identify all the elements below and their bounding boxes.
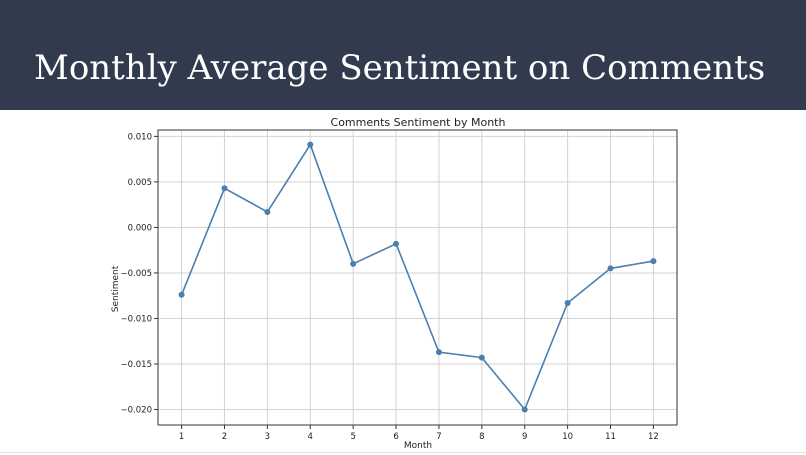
grid-lines bbox=[158, 130, 677, 425]
x-tick-label: 10 bbox=[562, 432, 573, 442]
x-tick-label: 12 bbox=[648, 432, 659, 442]
y-tick-label: 0.005 bbox=[128, 178, 152, 188]
x-tick-label: 3 bbox=[265, 432, 270, 442]
y-axis-label: Sentiment bbox=[111, 265, 121, 312]
data-point bbox=[564, 299, 571, 306]
data-points bbox=[178, 141, 657, 413]
x-tick-label: 7 bbox=[436, 432, 441, 442]
data-point bbox=[478, 354, 485, 361]
x-tick-label: 1 bbox=[179, 432, 184, 442]
series-line bbox=[180, 142, 654, 412]
y-tick-label: −0.015 bbox=[121, 360, 152, 370]
footer-divider bbox=[0, 452, 806, 453]
sentiment-line-chart: Comments Sentiment by Month 0.0100.0050.… bbox=[111, 116, 678, 451]
plot-frame bbox=[157, 129, 678, 426]
x-tick-label: 8 bbox=[479, 432, 484, 442]
x-tick-label: 4 bbox=[308, 432, 313, 442]
data-point bbox=[178, 291, 185, 298]
y-tick-label: 0.000 bbox=[128, 223, 152, 233]
x-tick-label: 6 bbox=[393, 432, 398, 442]
data-point bbox=[221, 185, 228, 192]
x-axis-label: Month bbox=[404, 441, 432, 451]
slide-title: Monthly Average Sentiment on Comments bbox=[34, 48, 766, 88]
y-tick-label: −0.010 bbox=[121, 314, 152, 324]
x-tick-label: 5 bbox=[350, 432, 355, 442]
slide-header: Monthly Average Sentiment on Comments bbox=[0, 0, 806, 110]
data-point bbox=[435, 349, 442, 356]
y-axis: 0.010 0.005 0.000 −0.005 −0.010 −0.015 −0.020 bbox=[121, 132, 158, 416]
chart-title: Comments Sentiment by Month bbox=[331, 116, 506, 129]
data-point bbox=[607, 265, 614, 272]
data-point bbox=[650, 258, 657, 265]
x-tick-label: 9 bbox=[522, 432, 527, 442]
data-point bbox=[393, 240, 400, 247]
data-point bbox=[350, 260, 357, 267]
data-point bbox=[521, 406, 528, 413]
x-tick-label: 11 bbox=[605, 432, 616, 442]
data-point bbox=[264, 208, 271, 215]
data-point bbox=[307, 141, 314, 148]
y-tick-label: −0.020 bbox=[121, 406, 152, 416]
y-tick-label: −0.005 bbox=[121, 269, 152, 279]
x-tick-label: 2 bbox=[222, 432, 227, 442]
y-tick-label: 0.010 bbox=[128, 132, 152, 142]
x-axis: 1 2 3 4 5 6 7 8 9 10 11 12 bbox=[179, 425, 659, 442]
